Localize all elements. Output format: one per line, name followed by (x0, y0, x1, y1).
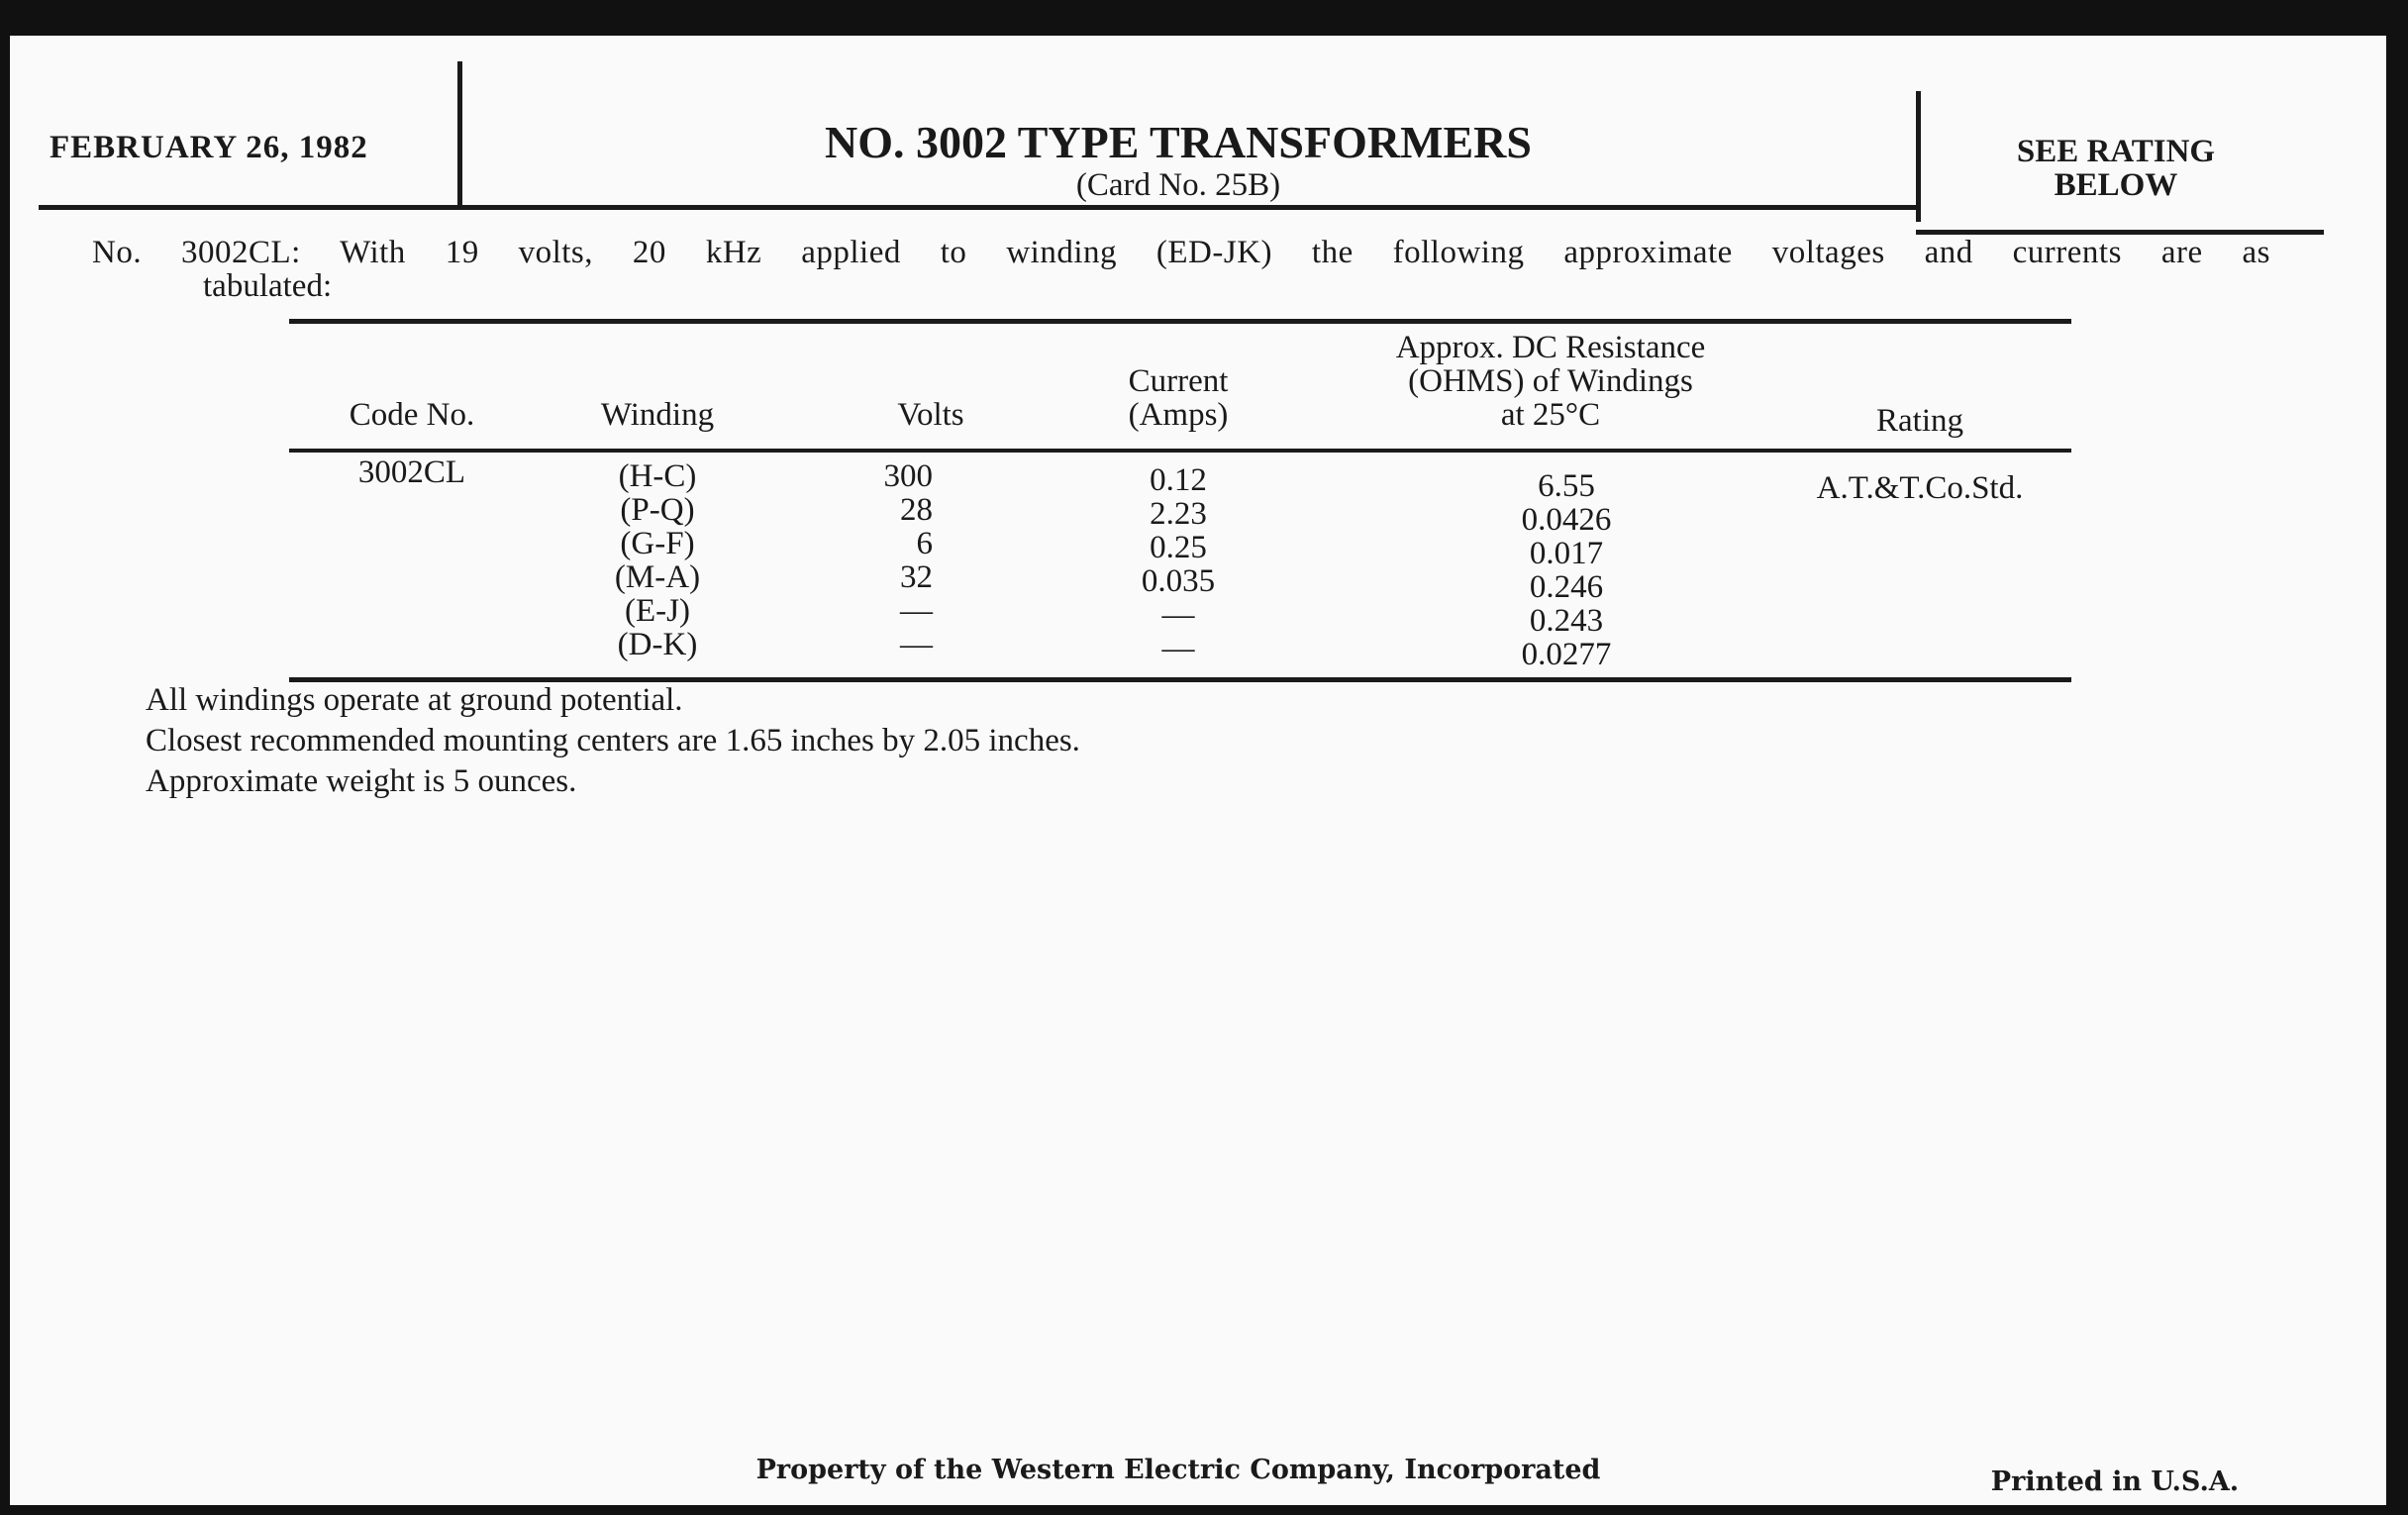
header-rule (39, 205, 1920, 210)
resistance-cell: 6.55 (1538, 468, 1595, 504)
intro-text: tabulated: (203, 268, 333, 304)
rating-note: BELOW (2054, 167, 2178, 203)
volts-cell: 28 (900, 492, 933, 528)
volts-cell: — (900, 627, 933, 662)
current-cell: — (1161, 631, 1195, 666)
volts-cell: 32 (900, 559, 933, 595)
current-cell: 0.035 (1141, 563, 1216, 599)
divider (457, 61, 462, 206)
winding-cell: (E-J) (625, 593, 690, 629)
note: Closest recommended mounting centers are… (146, 723, 1080, 758)
rating-cell: A.T.&T.Co.Std. (1816, 470, 2024, 506)
volts-cell: 300 (883, 458, 934, 494)
resistance-cell: 0.246 (1529, 569, 1604, 605)
winding-cell: (G-F) (620, 526, 695, 561)
code-cell: 3002CL (357, 454, 466, 490)
volts-cell: 6 (916, 526, 934, 561)
subtitle: (Card No. 25B) (1075, 167, 1281, 203)
winding-cell: (D-K) (617, 627, 698, 662)
winding-cell: (H-C) (618, 458, 697, 494)
column-header: Code No. (349, 397, 475, 433)
column-header: (OHMS) of Windings (1408, 363, 1693, 399)
note: Approximate weight is 5 ounces. (146, 763, 577, 799)
resistance-cell: 0.017 (1529, 536, 1604, 571)
column-header: Volts (897, 397, 964, 433)
resistance-cell: 0.243 (1529, 603, 1604, 639)
footer-printed: Printed in U.S.A. (1990, 1466, 2240, 1497)
column-header: (Amps) (1128, 397, 1229, 433)
current-cell: — (1161, 597, 1195, 633)
column-header: Rating (1876, 403, 1963, 439)
resistance-cell: 0.0277 (1521, 637, 1612, 672)
table-rule (289, 677, 2071, 682)
winding-cell: (M-A) (614, 559, 701, 595)
header-rule (1916, 230, 2324, 235)
note: All windings operate at ground potential… (146, 682, 683, 718)
title: NO. 3002 TYPE TRANSFORMERS (825, 117, 1532, 167)
card: FEBRUARY 26, 1982 NO. 3002 TYPE TRANSFOR… (10, 36, 2386, 1505)
intro-text: No. 3002CL: With 19 volts, 20 kHz applie… (92, 235, 2270, 270)
column-header: Approx. DC Resistance (1395, 330, 1706, 365)
column-header: at 25°C (1500, 397, 1601, 433)
volts-cell: — (900, 593, 933, 629)
current-cell: 0.12 (1150, 462, 1207, 498)
table-rule (289, 319, 2071, 324)
resistance-cell: 0.0426 (1521, 502, 1612, 538)
winding-cell: (P-Q) (620, 492, 695, 528)
date: FEBRUARY 26, 1982 (50, 130, 368, 165)
rating-note: SEE RATING (2016, 134, 2216, 169)
footer-property: Property of the Western Electric Company… (755, 1455, 1601, 1485)
current-cell: 0.25 (1150, 530, 1207, 565)
table-rule (289, 449, 2071, 453)
divider (1916, 91, 1921, 222)
column-header: Current (1128, 363, 1229, 399)
current-cell: 2.23 (1150, 496, 1207, 532)
column-header: Winding (600, 397, 715, 433)
